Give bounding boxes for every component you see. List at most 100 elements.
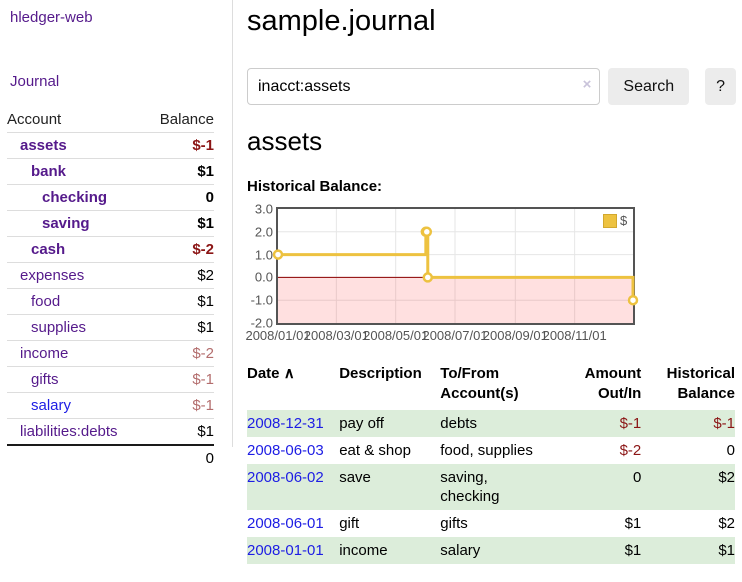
account-row: saving $1 bbox=[7, 210, 214, 237]
register-cell-accounts: salary bbox=[440, 542, 481, 559]
register-cell-amount: $1 bbox=[624, 515, 642, 532]
account-row: food $1 bbox=[7, 288, 214, 315]
register-table: Date ∧ Description To/From Account(s) Am… bbox=[247, 364, 735, 564]
account-link[interactable]: supplies bbox=[31, 319, 87, 336]
register-cell-date: 2008-06-02 bbox=[247, 464, 339, 510]
main-pane: sample.journal × Search ? assets Histori… bbox=[245, 0, 736, 564]
search-form: × Search ? bbox=[247, 68, 736, 105]
sidebar: hledger-web Journal Account Balance asse… bbox=[0, 0, 233, 467]
account-link[interactable]: checking bbox=[42, 189, 108, 206]
transaction-date-link[interactable]: 2008-06-03 bbox=[247, 442, 324, 459]
account-balance: $-2 bbox=[192, 345, 214, 362]
register-cell-accounts: saving, checking bbox=[440, 469, 500, 505]
accounts-total-row: 0 bbox=[7, 445, 214, 471]
register-cell-balance: 0 bbox=[726, 442, 735, 459]
page-title: sample.journal bbox=[247, 5, 436, 37]
register-cell-amount: 0 bbox=[632, 469, 642, 486]
sort-asc-icon: ∧ bbox=[283, 365, 295, 382]
x-axis-tick-label: 2008/09/01 bbox=[482, 328, 548, 343]
account-link[interactable]: saving bbox=[42, 215, 90, 232]
account-link[interactable]: bank bbox=[31, 163, 67, 180]
accounts-table-body: assets $-1 bank $1 checking 0 saving $1 cash $-2 e… bbox=[7, 132, 214, 446]
account-balance: $1 bbox=[197, 423, 214, 440]
x-axis-tick-label: 2008/07/01 bbox=[422, 328, 488, 343]
account-row: cash $-2 bbox=[7, 236, 214, 263]
register-cell-amount: $-2 bbox=[619, 442, 642, 459]
register-row: 2008-12-31 pay off debts $-1 $-1 bbox=[247, 410, 735, 437]
historical-balance-chart: 3.0 2.0 1.0 0.0 -1.0 -2.0 2008/01/01 2008/03/01… bbox=[245, 201, 736, 344]
transaction-date-link[interactable]: 2008-01-01 bbox=[247, 542, 324, 559]
register-cell-date: 2008-01-01 bbox=[247, 537, 339, 564]
register-cell-date: 2008-06-01 bbox=[247, 510, 339, 537]
register-cell-accounts: gifts bbox=[440, 515, 468, 532]
account-balance: 0 bbox=[205, 189, 214, 206]
clear-search-icon[interactable]: × bbox=[582, 76, 592, 93]
transaction-date-link[interactable]: 2008-06-02 bbox=[247, 469, 324, 486]
account-row: expenses $2 bbox=[7, 262, 214, 289]
account-heading: assets bbox=[247, 126, 323, 156]
register-header-amount: Amount Out/In bbox=[584, 365, 642, 402]
account-link[interactable]: cash bbox=[31, 241, 66, 258]
search-input[interactable] bbox=[247, 68, 601, 105]
account-balance: $1 bbox=[197, 163, 214, 180]
register-header-date: Date ∧ bbox=[247, 365, 295, 382]
accounts-header-row: Account Balance bbox=[7, 107, 214, 133]
account-balance: $-1 bbox=[192, 371, 214, 388]
account-link[interactable]: expenses bbox=[20, 267, 85, 284]
y-axis-tick-label: 2.0 bbox=[254, 224, 273, 240]
register-cell-amount: $-1 bbox=[619, 415, 642, 432]
account-link[interactable]: salary bbox=[31, 397, 72, 414]
account-balance: $1 bbox=[197, 319, 214, 336]
y-axis-tick-label: 3.0 bbox=[254, 201, 273, 217]
register-cell-balance: $2 bbox=[718, 515, 735, 532]
accounts-table: Account Balance assets $-1 bank $1 checking 0… bbox=[7, 107, 214, 471]
register-header-balance: Historical Balance bbox=[666, 365, 735, 402]
register-row: 2008-06-01 gift gifts $1 $2 bbox=[247, 510, 735, 537]
register-table-body: 2008-12-31 pay off debts $-1 $-1 2008-06-03 ea… bbox=[247, 410, 735, 564]
account-link[interactable]: liabilities:debts bbox=[20, 423, 118, 440]
account-balance: $-1 bbox=[192, 397, 214, 414]
register-cell-balance: $-1 bbox=[713, 415, 735, 432]
account-row: checking 0 bbox=[7, 184, 214, 211]
register-cell-date: 2008-06-03 bbox=[247, 437, 339, 464]
register-cell-accounts: food, supplies bbox=[440, 442, 533, 459]
chart-title: Historical Balance: bbox=[247, 178, 383, 195]
help-button[interactable]: ? bbox=[705, 68, 736, 105]
register-cell-description: pay off bbox=[339, 415, 384, 432]
register-row: 2008-06-02 save saving, checking 0 $2 bbox=[247, 464, 735, 510]
y-axis-tick-label: -1.0 bbox=[250, 292, 273, 308]
account-row: gifts $-1 bbox=[7, 366, 214, 393]
register-cell-date: 2008-12-31 bbox=[247, 410, 339, 437]
account-balance: $-1 bbox=[192, 137, 214, 154]
account-link[interactable]: assets bbox=[20, 137, 67, 154]
transaction-date-link[interactable]: 2008-06-01 bbox=[247, 515, 324, 532]
sidebar-item-journal[interactable]: Journal bbox=[10, 73, 60, 90]
account-balance: $-2 bbox=[192, 241, 214, 258]
accounts-header-account: Account bbox=[7, 111, 62, 128]
account-balance: $1 bbox=[197, 293, 214, 310]
transaction-date-link[interactable]: 2008-12-31 bbox=[247, 415, 324, 432]
accounts-header-balance: Balance bbox=[159, 111, 214, 128]
search-button[interactable]: Search bbox=[608, 68, 690, 105]
register-row: 2008-06-03 eat & shop food, supplies $-2 0 bbox=[247, 437, 735, 464]
app-brand-link[interactable]: hledger-web bbox=[10, 9, 93, 26]
y-axis-tick-label: 0.0 bbox=[254, 269, 273, 285]
register-cell-balance: $1 bbox=[718, 542, 735, 559]
account-link[interactable]: gifts bbox=[31, 371, 59, 388]
x-axis-tick-label: 2008/05/01 bbox=[363, 328, 429, 343]
register-header-description: Description bbox=[339, 365, 422, 382]
x-axis-tick-label: 2008/03/01 bbox=[303, 328, 369, 343]
chart-legend: $ bbox=[603, 213, 627, 228]
register-cell-description: save bbox=[339, 469, 371, 486]
accounts-total-balance: 0 bbox=[205, 450, 214, 467]
x-axis-tick-label: 2008/11/01 bbox=[542, 328, 607, 343]
account-link[interactable]: income bbox=[20, 345, 69, 362]
register-cell-description: gift bbox=[339, 515, 360, 532]
x-axis-tick-label: 2008/01/01 bbox=[245, 328, 311, 343]
account-row: income $-2 bbox=[7, 340, 214, 367]
y-axis-tick-label: 1.0 bbox=[254, 247, 273, 263]
register-row: 2008-01-01 income salary $1 $1 bbox=[247, 537, 735, 564]
account-balance: $2 bbox=[197, 267, 214, 284]
account-link[interactable]: food bbox=[31, 293, 61, 310]
account-row: assets $-1 bbox=[7, 132, 214, 159]
